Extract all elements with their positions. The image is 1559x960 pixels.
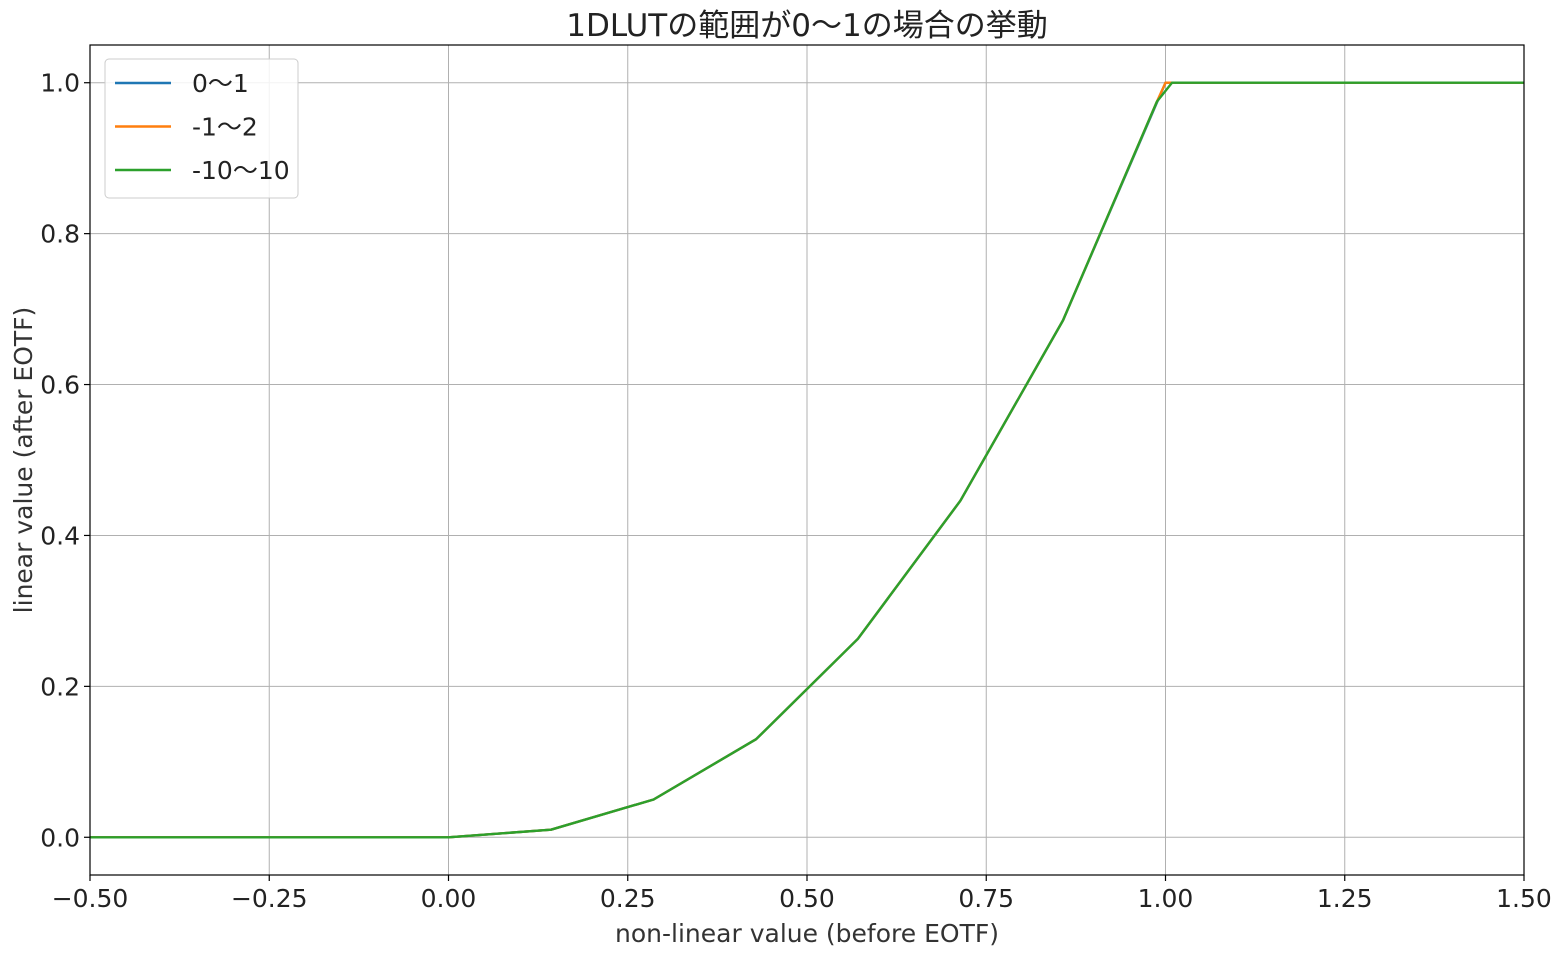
axis-ticks: −0.50 −0.25 0.00 0.25 0.50 0.75 1.00 1.25 1.50 0.… — [40, 69, 1552, 913]
legend-label-0: 0〜1 — [192, 69, 249, 98]
y-tick-label: 0.4 — [40, 521, 80, 550]
y-tick-label: 0.6 — [40, 371, 80, 400]
legend-label-1: -1〜2 — [192, 113, 258, 142]
x-tick-label: −0.25 — [231, 884, 308, 913]
chart-title: 1DLUTの範囲が0〜1の場合の挙動 — [566, 8, 1047, 44]
x-tick-label: 0.75 — [958, 884, 1014, 913]
legend-label-2: -10〜10 — [192, 156, 290, 185]
x-axis-label: non-linear value (before EOTF) — [615, 919, 999, 948]
legend-box — [104, 58, 299, 199]
y-tick-label: 0.0 — [40, 823, 80, 852]
x-tick-label: −0.50 — [52, 884, 129, 913]
y-tick-label: 1.0 — [40, 69, 80, 98]
y-axis-label: linear value (after EOTF) — [9, 307, 38, 614]
x-tick-label: 0.50 — [779, 884, 835, 913]
x-tick-label: 1.00 — [1138, 884, 1194, 913]
series-line-2 — [90, 81, 1524, 839]
x-tick-label: 0.00 — [421, 884, 477, 913]
y-tick-label: 0.2 — [40, 672, 80, 701]
x-tick-label: 1.50 — [1496, 884, 1552, 913]
grid — [89, 45, 1525, 875]
legend: 0〜1 -1〜2 -10〜10 — [104, 58, 299, 199]
series-lines — [90, 81, 1524, 839]
x-tick-label: 1.25 — [1317, 884, 1373, 913]
y-tick-label: 0.8 — [40, 220, 80, 249]
x-tick-label: 0.25 — [600, 884, 656, 913]
